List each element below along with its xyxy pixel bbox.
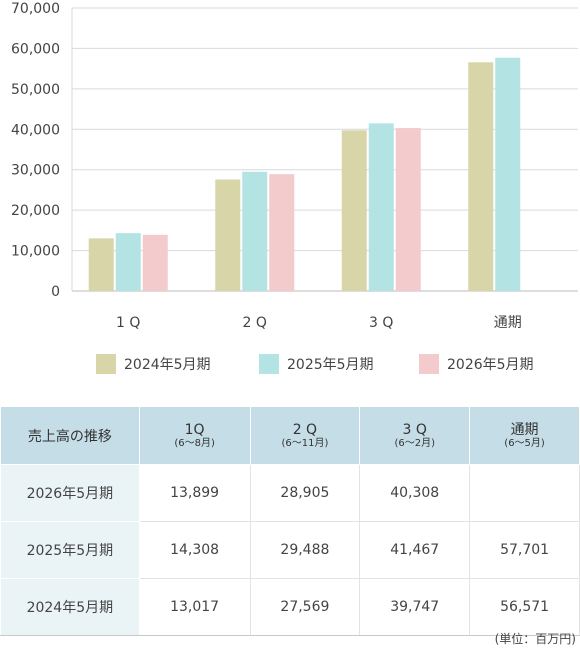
bar (368, 123, 394, 291)
x-tick-label: 1 Q (116, 315, 140, 331)
x-axis-ticks: 1 Q 2 Q 3 Q 通期 (116, 315, 522, 331)
table-row: 2025年5月期 14,308 29,488 41,467 57,701 (0, 521, 580, 579)
legend-swatch-2026 (419, 354, 439, 374)
column-header-3q: 3 Q (6～2月) (359, 406, 471, 465)
y-tick-label: 10,000 (11, 244, 60, 260)
legend-item-2024: 2024年5月期 (96, 350, 211, 378)
table-cell: 40,308 (359, 464, 471, 522)
unit-note: (単位：百万円) (494, 632, 576, 646)
column-header-main: 通期 (510, 421, 539, 438)
row-label: 2024年5月期 (0, 578, 140, 636)
table-cell: 29,488 (249, 521, 361, 579)
legend-item-2025: 2025年5月期 (259, 350, 374, 378)
y-tick-label: 40,000 (11, 122, 60, 138)
column-header-sub: (6～11月) (281, 437, 329, 449)
column-header-sub: (6～2月) (394, 437, 435, 449)
bar (215, 179, 241, 291)
bar (468, 62, 494, 291)
chart-bars (88, 57, 521, 291)
table-cell (469, 464, 580, 522)
y-axis-ticks: 0 10,000 20,000 30,000 40,000 50,000 60,000 70,… (11, 1, 60, 300)
x-tick-label: 通期 (494, 315, 522, 331)
column-header-1q: 1Q (6～8月) (138, 406, 251, 465)
chart-legend: 2024年5月期 2025年5月期 2026年5月期 (0, 350, 580, 378)
table-cell: 13,017 (138, 578, 251, 636)
column-header-main: 3 Q (402, 421, 427, 438)
table-cell: 13,899 (138, 464, 251, 522)
table-corner-label: 売上高の推移 (0, 406, 140, 465)
bar (242, 171, 268, 291)
sales-table: 売上高の推移 1Q (6～8月) 2 Q (6～11月) 3 Q (6～2月) … (0, 406, 580, 636)
y-tick-label: 20,000 (11, 203, 60, 219)
table-cell: 28,905 (249, 464, 361, 522)
table-cell: 57,701 (469, 521, 580, 579)
legend-label-2024: 2024年5月期 (124, 357, 211, 373)
column-header-sub: (6～8月) (174, 437, 215, 449)
bar (115, 233, 141, 291)
column-header-2q: 2 Q (6～11月) (249, 406, 361, 465)
table-row: 2024年5月期 13,017 27,569 39,747 56,571 (0, 578, 580, 636)
legend-label-2026: 2026年5月期 (447, 357, 534, 373)
column-header-main: 1Q (184, 421, 205, 438)
legend-label-2025: 2025年5月期 (287, 357, 374, 373)
bar (395, 128, 421, 291)
table-cell: 39,747 (359, 578, 471, 636)
row-label: 2025年5月期 (0, 521, 140, 579)
table-cell: 14,308 (138, 521, 251, 579)
column-header-full-year: 通期 (6～5月) (469, 406, 580, 465)
y-tick-label: 0 (51, 284, 60, 300)
bar (142, 234, 168, 291)
y-tick-label: 60,000 (11, 41, 60, 57)
y-tick-label: 30,000 (11, 163, 60, 179)
y-tick-label: 50,000 (11, 82, 60, 98)
x-tick-label: 2 Q (243, 315, 267, 331)
legend-item-2026: 2026年5月期 (419, 350, 534, 378)
bar (495, 57, 521, 291)
column-header-sub: (6～5月) (504, 437, 545, 449)
legend-swatch-2024 (96, 354, 116, 374)
table-row: 2026年5月期 13,899 28,905 40,308 (0, 464, 580, 522)
x-tick-label: 3 Q (369, 315, 393, 331)
bar (269, 174, 295, 291)
legend-swatch-2025 (259, 354, 279, 374)
bar (88, 238, 114, 291)
row-label: 2026年5月期 (0, 464, 140, 522)
bar (341, 130, 367, 291)
table-cell: 56,571 (469, 578, 580, 636)
table-cell: 41,467 (359, 521, 471, 579)
table-cell: 27,569 (249, 578, 361, 636)
bar-chart: 0 10,000 20,000 30,000 40,000 50,000 60,000 70,… (11, 1, 578, 331)
table-header-row: 売上高の推移 1Q (6～8月) 2 Q (6～11月) 3 Q (6～2月) … (0, 406, 580, 465)
column-header-main: 2 Q (292, 421, 318, 438)
y-tick-label: 70,000 (11, 1, 60, 17)
